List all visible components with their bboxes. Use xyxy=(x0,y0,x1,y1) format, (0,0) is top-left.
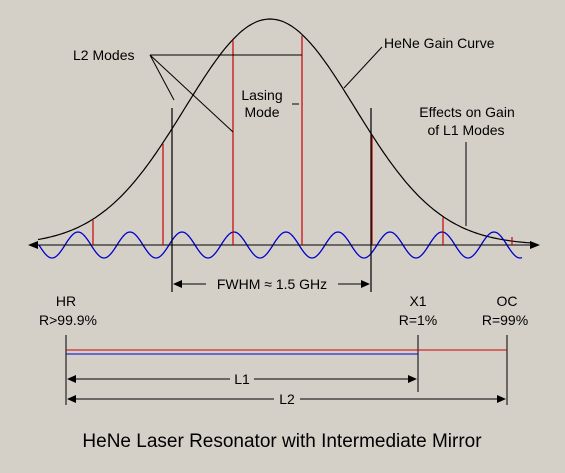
resonator-bar xyxy=(65,335,508,405)
x1-mirror-reflectivity: R=1% xyxy=(399,312,438,328)
l2-length-label: L2 xyxy=(279,391,295,407)
lasing-mode-label-line2: Mode xyxy=(244,104,279,120)
oc-mirror-reflectivity: R=99% xyxy=(482,312,528,328)
effects-label-line1: Effects on Gain xyxy=(419,104,514,120)
x1-mirror-name: X1 xyxy=(409,293,426,309)
l1-modes-wave xyxy=(38,231,523,259)
oc-mirror-name: OC xyxy=(497,293,518,309)
effects-label-line2: of L1 Modes xyxy=(427,122,504,138)
diagram-caption: HeNe Laser Resonator with Intermediate M… xyxy=(82,431,482,452)
fwhm-arrow xyxy=(173,280,370,288)
fwhm-markers xyxy=(171,108,372,292)
fwhm-label: FWHM ≈ 1.5 GHz xyxy=(217,276,327,292)
l2-modes-label: L2 Modes xyxy=(73,47,134,63)
l1-dimension xyxy=(67,375,417,383)
hr-mirror-name: HR xyxy=(56,293,76,309)
frequency-axis xyxy=(28,241,540,249)
l2-mode-lines xyxy=(92,35,513,245)
l2-dimension xyxy=(67,395,506,403)
gain-curve xyxy=(37,18,531,244)
gain-curve-label: HeNe Gain Curve xyxy=(384,35,495,51)
lasing-mode-label-line1: Lasing xyxy=(241,87,282,103)
leader-lines xyxy=(149,46,467,226)
hr-mirror-reflectivity: R>99.9% xyxy=(39,312,97,328)
l1-length-label: L1 xyxy=(234,371,250,387)
